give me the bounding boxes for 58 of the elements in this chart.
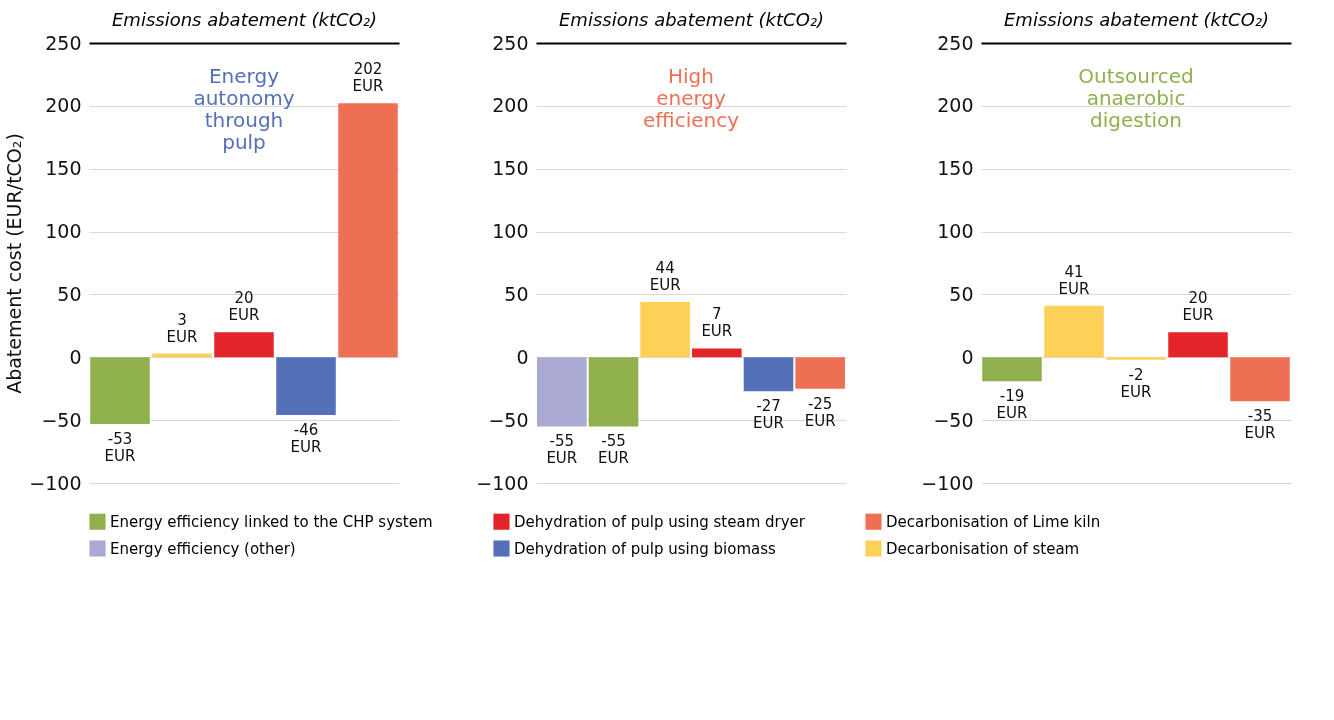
legend-label: Dehydration of pulp using steam dryer [514,512,806,531]
y-tick-label: 50 [949,282,974,305]
y-tick-label: 150 [492,157,529,180]
bar [1230,357,1290,402]
data-label: 3 EUR [166,310,198,346]
y-tick-label: −50 [41,408,82,431]
y-tick-label: 200 [492,94,529,117]
data-label: -19 EUR [996,387,1028,423]
y-tick-label: −50 [933,408,974,431]
bar [1106,357,1166,360]
x-axis-title: Emissions abatement (ktCO₂) [558,8,825,30]
x-axis-title: Emissions abatement (ktCO₂) [1003,8,1270,30]
y-tick-label: 250 [492,31,529,54]
y-tick-label: 200 [45,94,82,117]
data-label: -25 EUR [804,394,836,430]
legend-label: Decarbonisation of steam [886,539,1080,558]
bar [982,357,1042,382]
data-label: -55 EUR [598,432,629,468]
bar [1044,305,1104,358]
y-tick-label: 0 [69,345,82,368]
y-tick-label: −100 [921,471,974,494]
y-axis-title: Abatement cost (EUR/tCO₂) [3,133,26,394]
legend-label: Energy efficiency linked to the CHP system [110,512,433,531]
data-label: 7 EUR [701,305,733,341]
y-tick-label: −100 [476,471,529,494]
y-tick-label: −100 [29,471,82,494]
text: Energy autonomy through pulp [193,64,295,154]
data-label: -53 EUR [104,429,136,465]
y-tick-label: 50 [57,282,82,305]
text: High energy efficiency [642,64,740,132]
data-label: -55 EUR [546,432,578,468]
data-label: 20 EUR [1182,289,1214,325]
data-label: -46 EUR [290,421,322,457]
data-label: -35 EUR [1244,407,1276,443]
y-tick-label: 100 [492,220,529,243]
text: Outsourced anaerobic digestion [1078,64,1194,132]
data-label: -27 EUR [753,397,784,433]
y-tick-label: 50 [504,282,529,305]
y-tick-label: 250 [45,31,82,54]
y-tick-label: 0 [961,345,974,368]
y-tick-label: 100 [937,220,974,243]
data-label: 20 EUR [228,289,260,325]
y-tick-label: 200 [937,94,974,117]
y-tick-label: 100 [45,220,82,243]
y-tick-label: 250 [937,31,974,54]
legend-label: Dehydration of pulp using biomass [514,539,777,558]
legend-label: Decarbonisation of Lime kiln [886,512,1101,531]
y-tick-label: 0 [516,345,529,368]
data-label: 44 EUR [649,258,681,294]
data-label: -2 EUR [1120,365,1152,401]
bar [1168,332,1228,358]
y-tick-label: 150 [45,157,82,180]
data-label: 41 EUR [1058,262,1090,298]
x-axis-title: Emissions abatement (ktCO₂) [111,8,378,30]
y-tick-label: 150 [937,157,974,180]
y-tick-label: −50 [488,408,529,431]
data-label: 202 EUR [352,60,384,96]
legend-label: Energy efficiency (other) [110,539,296,558]
